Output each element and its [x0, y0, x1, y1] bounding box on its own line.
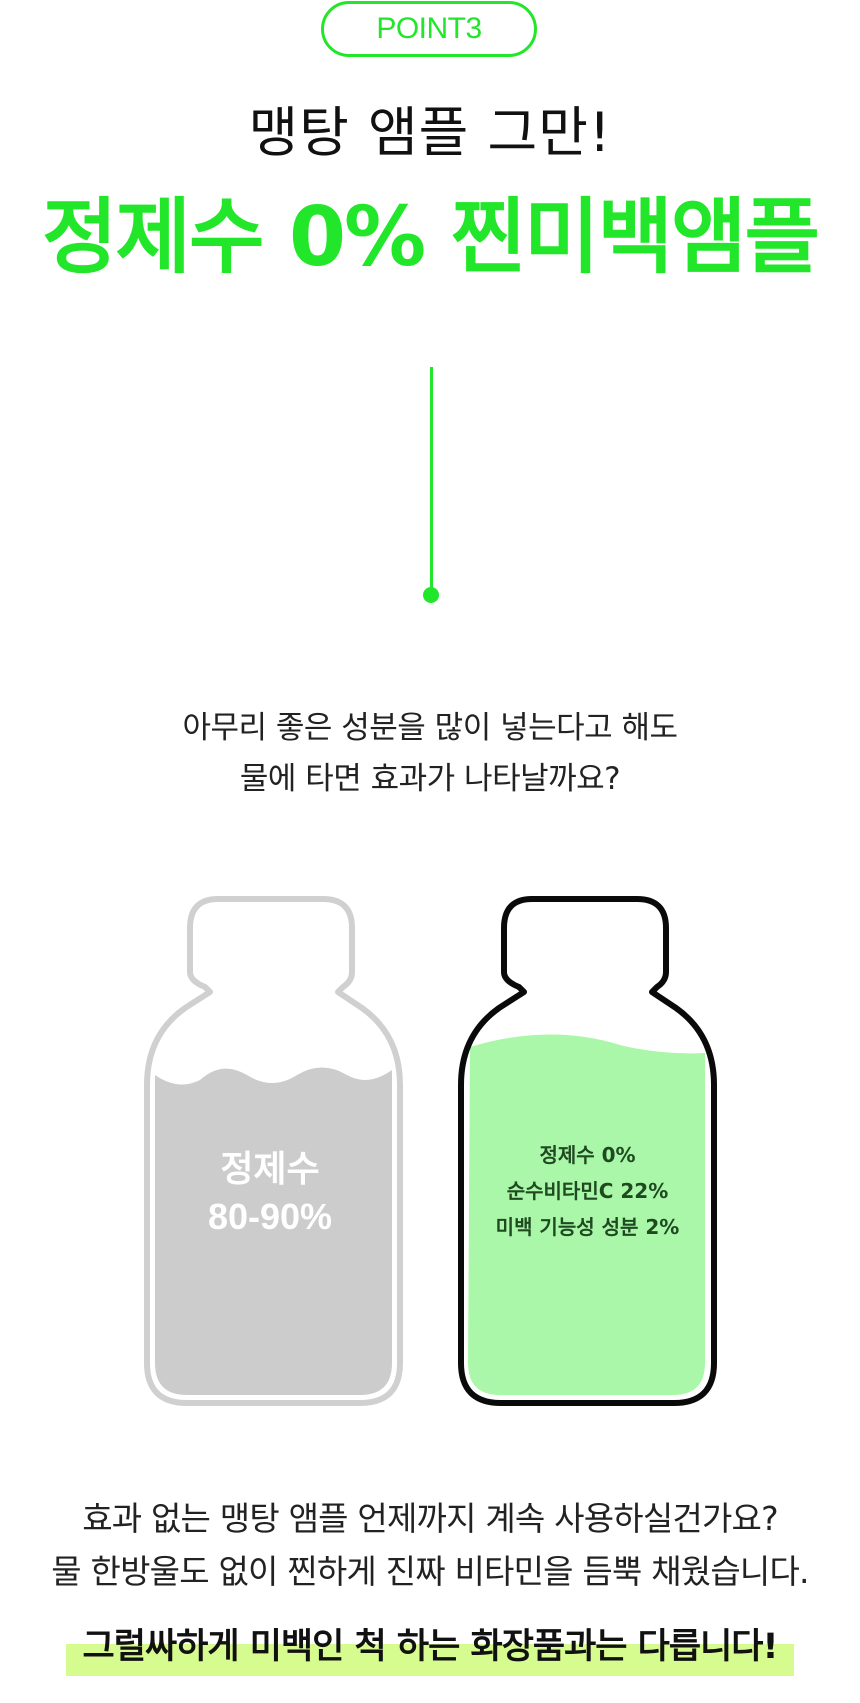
question-text: 아무리 좋은 성분을 많이 넣는다고 해도 물에 타면 효과가 나타날까요? [0, 703, 860, 805]
emphasis-block: 그럴싸하게 미백인 척 하는 화장품과는 다릅니다! [66, 1618, 794, 1676]
green-liquid [468, 1034, 705, 1395]
green-label-line-1: 정제수 0% [539, 1143, 636, 1167]
divider-dot [423, 587, 439, 603]
heading-subtitle: 맹탕 앰플 그만! [248, 101, 612, 164]
gray-label-line-1: 정제수 [220, 1148, 320, 1189]
green-label-line-3: 미백 기능성 성분 2% [495, 1215, 680, 1239]
gray-liquid [155, 1067, 392, 1395]
highlight-bar [66, 1644, 794, 1676]
gray-label-line-2: 80-90% [207, 1196, 333, 1237]
emphasis-text: 그럴싸하게 미백인 척 하는 화장품과는 다릅니다! [82, 1627, 779, 1667]
green-label-line-2: 순수비타민C 22% [506, 1179, 669, 1203]
question-line-1: 아무리 좋은 성분을 많이 넣는다고 해도 [182, 710, 678, 746]
closing-text: 효과 없는 맹탕 앰플 언제까지 계속 사용하실건가요? 물 한방울도 없이 찐… [0, 1492, 860, 1598]
closing-line-1: 효과 없는 맹탕 앰플 언제까지 계속 사용하실건가요? [82, 1499, 778, 1538]
green-bottle-label: 정제수 0% 순수비타민C 22% 미백 기능성 성분 2% [455, 1137, 720, 1245]
point-badge: POINT3 [321, 1, 537, 57]
gray-bottle [144, 896, 403, 1406]
green-bottle-outline [458, 896, 717, 1406]
point-label: POINT3 [376, 12, 482, 45]
heading-title: 정제수 0% 찐미백앰플 [42, 190, 820, 285]
divider-line [430, 367, 433, 597]
gray-bottle-label: 정제수 80-90% [145, 1145, 395, 1241]
question-line-2: 물에 타면 효과가 나타날까요? [239, 761, 621, 797]
green-bottle [458, 896, 717, 1406]
bottle-comparison-illustration [144, 896, 717, 1406]
closing-line-2: 물 한방울도 없이 찐하게 진짜 비타민을 듬뿍 채웠습니다. [51, 1552, 809, 1591]
